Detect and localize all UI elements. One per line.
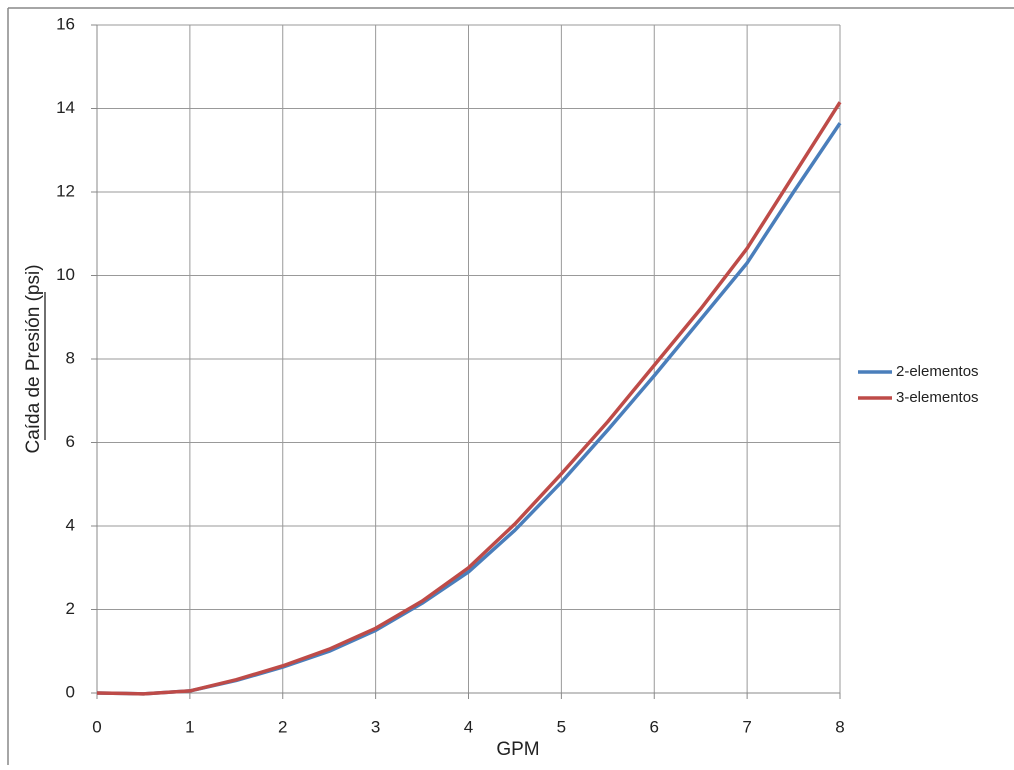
x-tick-label: 8	[835, 717, 844, 736]
x-tick-label: 6	[650, 717, 659, 736]
y-tick-label: 12	[56, 181, 75, 200]
x-axis-label: GPM	[496, 739, 539, 760]
legend-label: 2-elementos	[896, 363, 979, 380]
x-tick-label: 5	[557, 717, 566, 736]
y-tick-label: 14	[56, 98, 75, 117]
legend-label: 3-elementos	[896, 389, 979, 406]
x-tick-label: 4	[464, 717, 473, 736]
y-tick-label: 10	[56, 265, 75, 284]
y-tick-label: 4	[66, 515, 75, 534]
y-tick-label: 8	[66, 348, 75, 367]
y-axis-label: Caída de Presión (psi)	[23, 264, 44, 453]
x-tick-label: 2	[278, 717, 287, 736]
y-tick-label: 0	[66, 682, 75, 701]
x-tick-label: 0	[92, 717, 101, 736]
y-tick-label: 6	[66, 432, 75, 451]
x-tick-label: 3	[371, 717, 380, 736]
series-line	[96, 101, 842, 696]
x-tick-label: 7	[742, 717, 751, 736]
x-tick-label: 1	[185, 717, 194, 736]
y-tick-label: 16	[56, 14, 75, 33]
y-tick-label: 2	[66, 599, 75, 618]
